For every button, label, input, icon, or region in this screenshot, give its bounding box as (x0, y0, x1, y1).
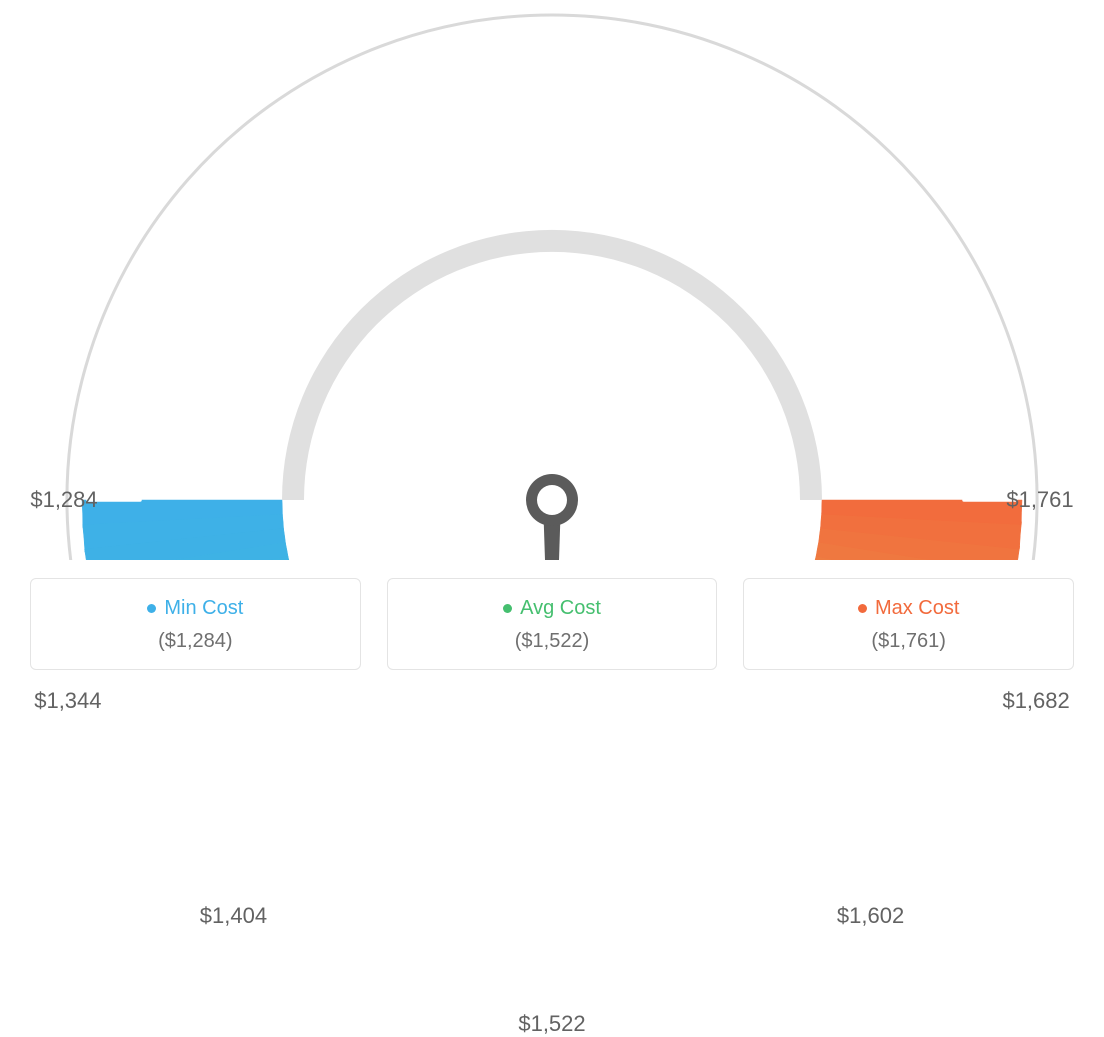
gauge: $1,284$1,344$1,404$1,522$1,602$1,682$1,7… (0, 0, 1104, 560)
gauge-tick-label: $1,682 (1002, 688, 1069, 714)
chart-container: $1,284$1,344$1,404$1,522$1,602$1,682$1,7… (0, 0, 1104, 690)
legend-card-min: Min Cost ($1,284) (30, 578, 361, 670)
legend-title-avg: Avg Cost (503, 597, 601, 620)
legend-label: Max Cost (875, 597, 959, 620)
gauge-tick-label: $1,602 (837, 903, 904, 929)
dot-icon (503, 604, 512, 613)
gauge-svg (0, 0, 1104, 560)
legend-value: ($1,761) (754, 630, 1063, 653)
legend-value: ($1,522) (398, 630, 707, 653)
legend-label: Min Cost (164, 597, 243, 620)
legend-card-max: Max Cost ($1,761) (743, 578, 1074, 670)
gauge-tick-label: $1,344 (34, 688, 101, 714)
legend-title-max: Max Cost (858, 597, 959, 620)
dot-icon (147, 604, 156, 613)
gauge-tick-label: $1,522 (518, 1011, 585, 1037)
legend-card-avg: Avg Cost ($1,522) (387, 578, 718, 670)
legend-value: ($1,284) (41, 630, 350, 653)
dot-icon (858, 604, 867, 613)
gauge-tick-label: $1,404 (200, 903, 267, 929)
gauge-tick-label: $1,761 (1006, 487, 1073, 513)
legend-row: Min Cost ($1,284) Avg Cost ($1,522) Max … (30, 578, 1074, 670)
legend-label: Avg Cost (520, 597, 601, 620)
legend-title-min: Min Cost (147, 597, 243, 620)
gauge-tick-label: $1,284 (30, 487, 97, 513)
